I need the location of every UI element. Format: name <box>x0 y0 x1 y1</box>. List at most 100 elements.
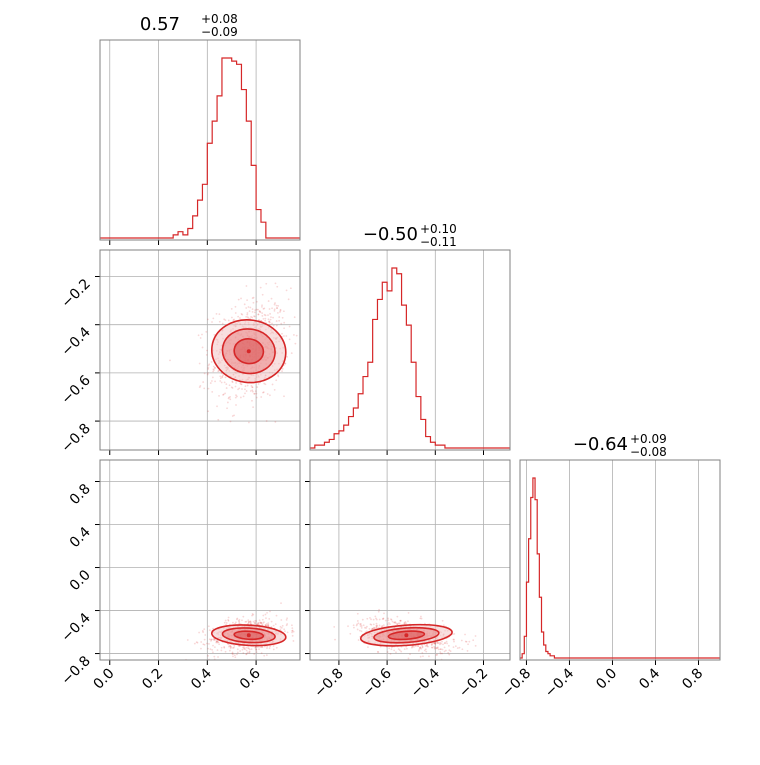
sample-point <box>399 619 402 622</box>
sample-point <box>195 641 198 644</box>
sample-point <box>452 638 455 641</box>
histogram-bin-1-12 <box>232 61 237 238</box>
histogram-bin-2-18 <box>402 305 407 448</box>
sample-point <box>295 334 298 337</box>
sample-point <box>263 307 266 310</box>
sample-point <box>424 648 427 651</box>
sample-point <box>421 644 423 647</box>
sample-point <box>225 383 228 386</box>
sample-point <box>239 383 242 385</box>
sample-point <box>229 645 232 648</box>
sample-point <box>423 649 426 652</box>
sample-point <box>448 653 451 656</box>
histogram-bin-2-17 <box>397 274 402 448</box>
sample-point <box>199 337 202 339</box>
sample-point <box>258 310 261 313</box>
sample-point <box>208 642 210 645</box>
sample-point <box>273 388 276 391</box>
sample-point <box>302 365 304 367</box>
sample-point <box>396 623 399 626</box>
sample-point <box>251 389 254 392</box>
sample-point <box>458 646 461 649</box>
sample-point <box>418 648 421 651</box>
sample-point <box>241 388 243 390</box>
sample-point <box>275 320 278 322</box>
sample-point <box>279 628 282 631</box>
sample-point <box>238 622 241 625</box>
sample-point <box>223 646 226 649</box>
sample-point <box>224 376 227 379</box>
sample-point <box>209 648 212 651</box>
sample-point <box>277 374 279 377</box>
sample-point <box>417 649 420 652</box>
sample-point <box>169 359 171 362</box>
histogram-bin-2-23 <box>426 437 431 448</box>
sample-point <box>225 387 228 389</box>
sample-point <box>267 622 270 625</box>
sample-point <box>226 401 229 404</box>
sample-point <box>286 355 289 358</box>
sample-point <box>237 619 240 622</box>
scatter-panel-2 <box>95 459 301 665</box>
sample-point <box>200 647 202 650</box>
sample-point <box>370 623 373 626</box>
sample-point <box>236 653 238 656</box>
sample-point <box>260 622 263 625</box>
x-tick-label-param-3-0: −0.8 <box>499 666 534 701</box>
sample-point <box>226 407 228 410</box>
sample-point <box>221 375 224 378</box>
sample-point <box>252 296 255 299</box>
sample-point <box>208 363 211 366</box>
sample-point <box>282 310 285 313</box>
sample-point <box>268 320 270 323</box>
sample-point <box>265 617 267 620</box>
sample-point <box>443 642 446 645</box>
sample-point <box>236 648 239 651</box>
sample-point <box>435 647 438 650</box>
sample-point <box>405 622 407 625</box>
sample-point <box>444 649 447 652</box>
sample-point <box>360 626 363 629</box>
sample-point <box>245 285 248 287</box>
sample-point <box>216 405 218 408</box>
sample-point <box>245 653 248 656</box>
sample-point <box>431 646 433 649</box>
sample-point <box>261 305 263 308</box>
sample-point <box>374 615 377 618</box>
sample-point <box>403 622 406 625</box>
sample-point <box>196 641 199 644</box>
sample-point <box>265 654 268 657</box>
histogram-panel-1 <box>99 39 301 245</box>
sample-point <box>207 647 209 650</box>
sample-point <box>208 629 211 632</box>
sample-point <box>257 313 260 316</box>
sample-point <box>253 315 256 318</box>
sample-point <box>285 289 288 292</box>
histogram-bin-1-9 <box>217 96 222 238</box>
histogram-bin-2-4 <box>334 434 339 448</box>
sample-point <box>218 320 221 323</box>
sample-point <box>437 648 440 651</box>
sample-point <box>411 645 414 648</box>
histogram-bin-1-18 <box>261 222 266 238</box>
sample-point <box>216 649 219 652</box>
histogram-bin-1-11 <box>227 58 232 238</box>
sample-point <box>419 646 422 649</box>
sample-point <box>372 618 375 621</box>
sample-point <box>414 645 417 648</box>
sample-point <box>214 366 216 369</box>
sample-point <box>373 627 376 629</box>
sample-point <box>391 620 394 623</box>
sample-point <box>201 630 204 632</box>
sample-point <box>447 651 450 654</box>
y-tick-label-param-3-1: −0.4 <box>58 610 93 645</box>
sample-point <box>249 621 252 624</box>
sample-point <box>213 639 216 642</box>
sample-point <box>238 453 240 455</box>
sample-point <box>372 623 375 626</box>
sample-point <box>248 421 250 424</box>
sample-point <box>439 652 442 655</box>
sample-point <box>435 654 438 656</box>
sample-point <box>291 634 294 637</box>
sample-point <box>213 367 216 370</box>
